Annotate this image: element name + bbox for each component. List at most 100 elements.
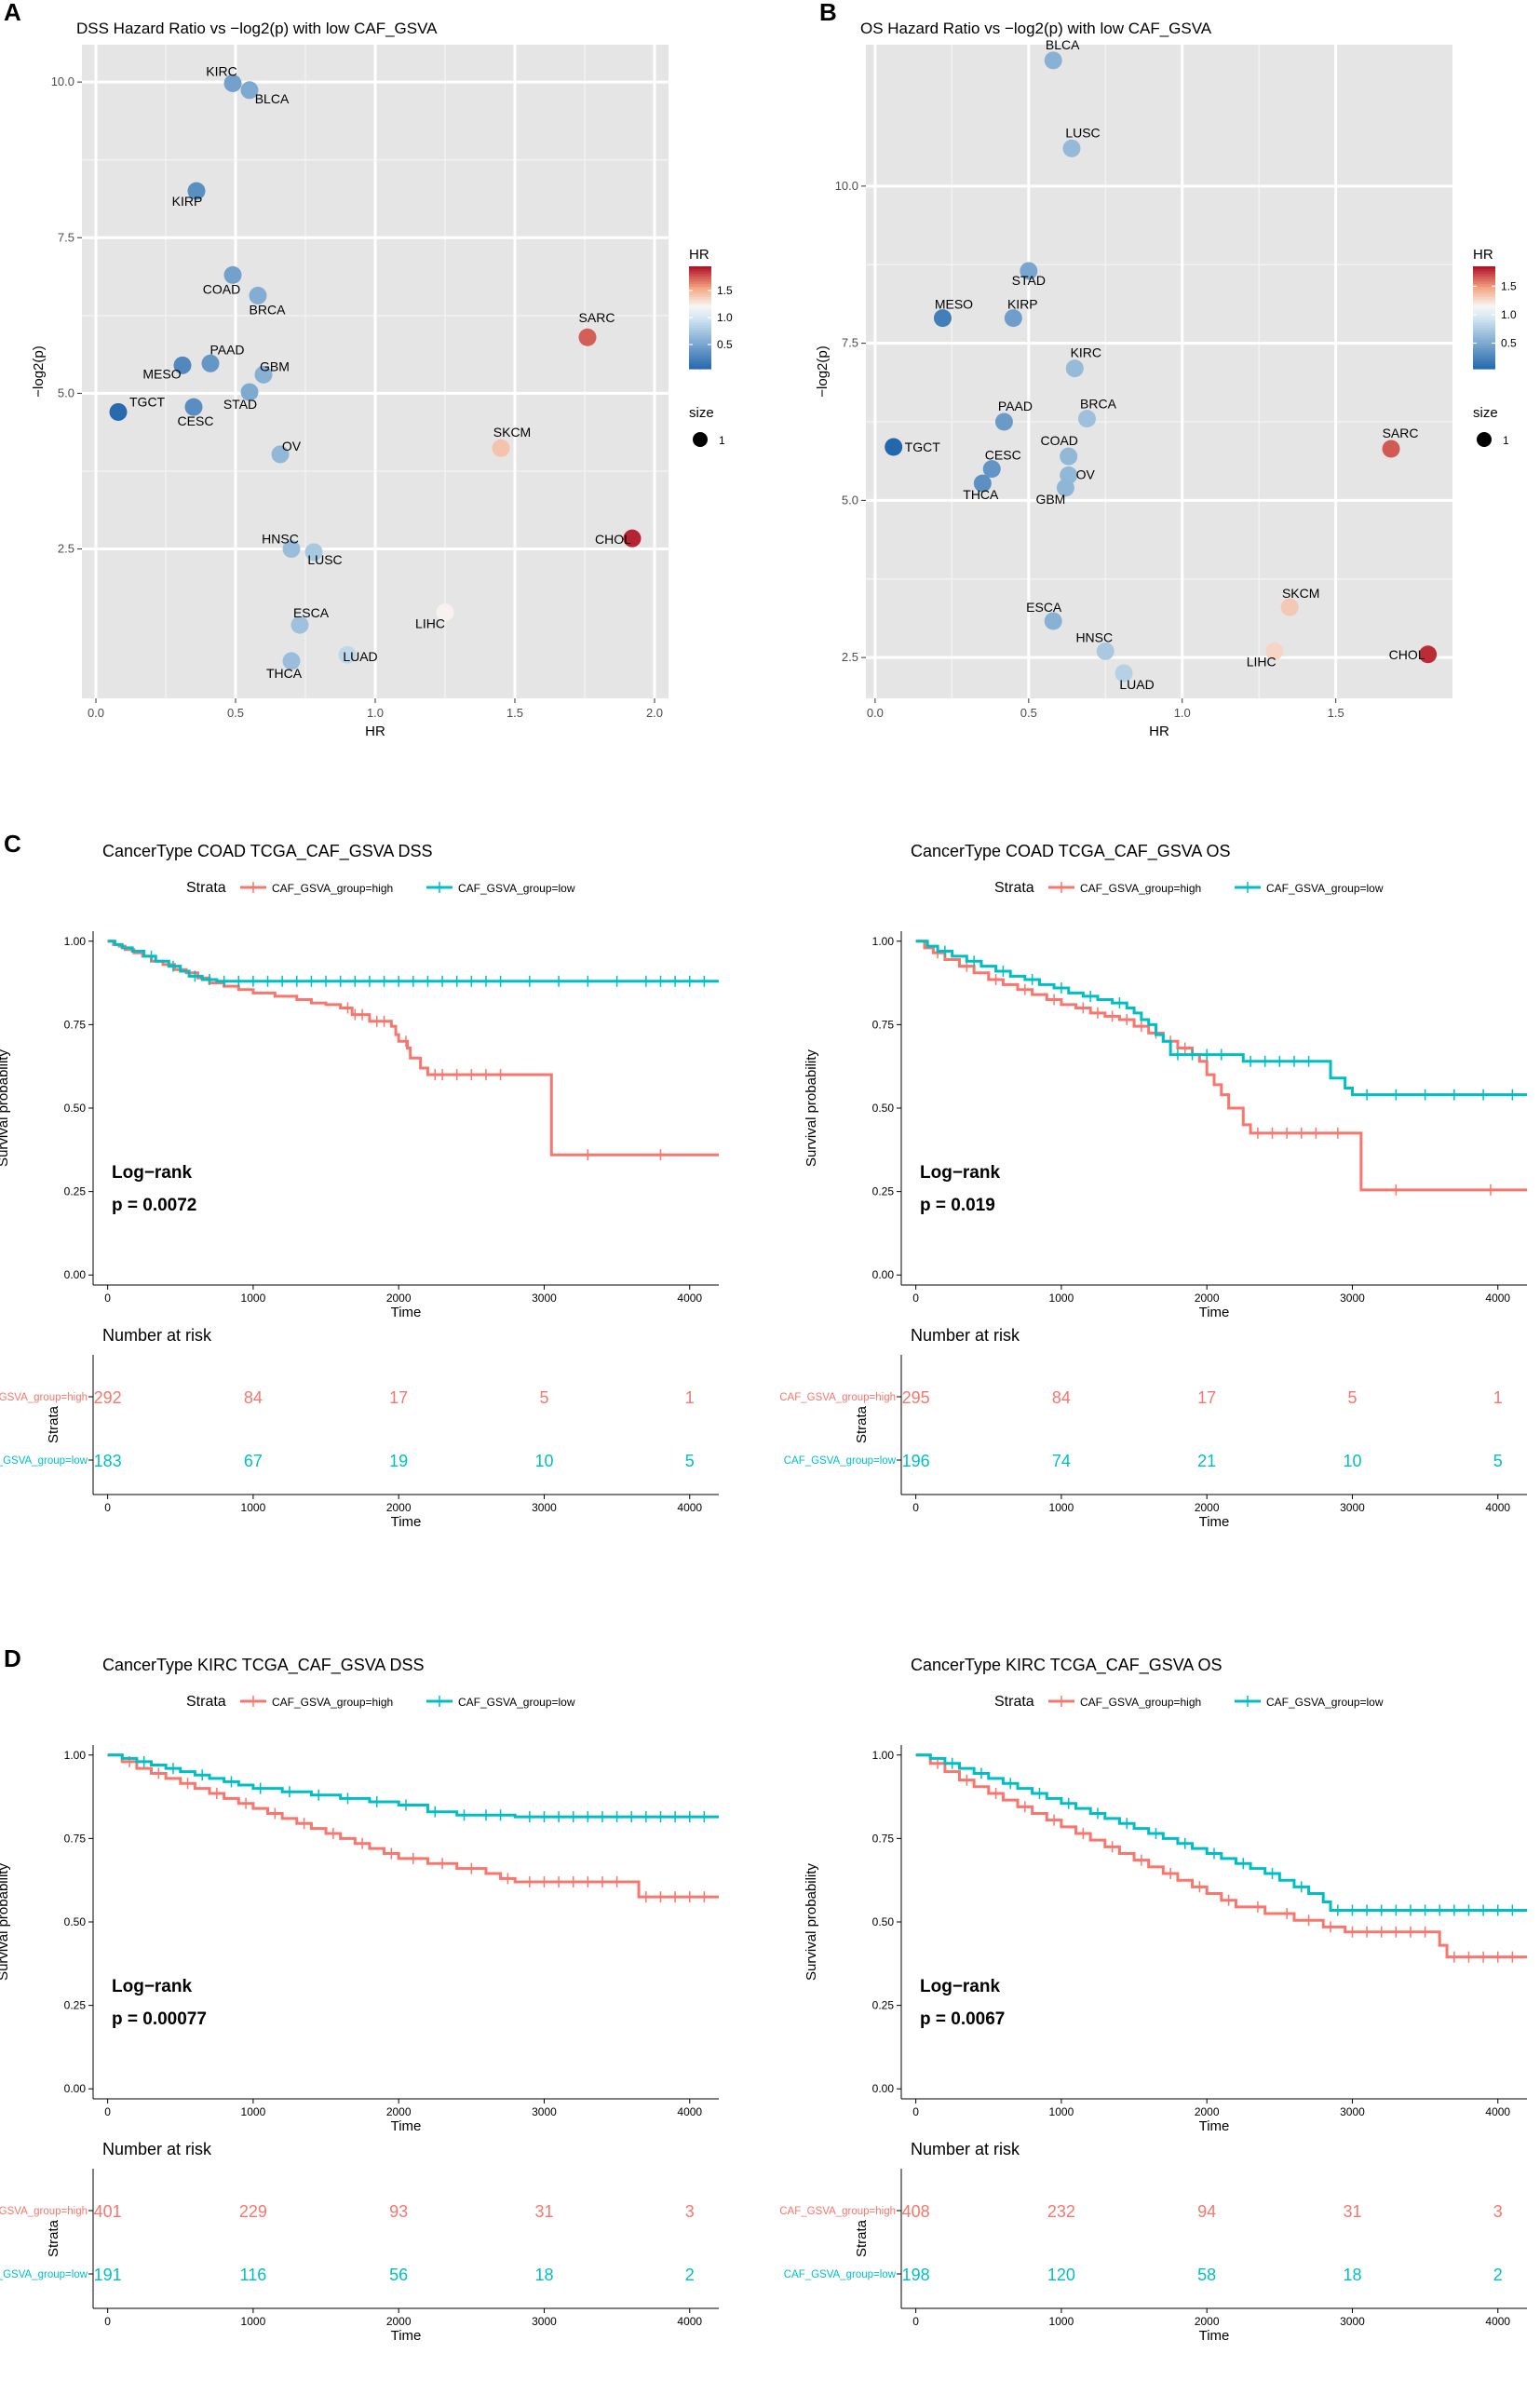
colorbar-segment xyxy=(1473,299,1495,304)
data-label-meso: MESO xyxy=(142,366,181,381)
data-label-chol: CHOL xyxy=(595,532,631,547)
panel-label-a: A xyxy=(4,0,21,26)
colorbar-segment xyxy=(689,338,711,342)
risk-count: 31 xyxy=(534,2202,553,2221)
colorbar-segment xyxy=(689,348,711,352)
data-label-cesc: CESC xyxy=(985,448,1021,463)
colorbar-segment xyxy=(689,360,711,365)
data-label-thca: THCA xyxy=(266,666,303,681)
data-point-gbm xyxy=(1056,479,1074,497)
km-curve-low xyxy=(107,940,719,983)
y-tick-label: 0.75 xyxy=(872,1832,895,1845)
risk-x-tick-label: 2000 xyxy=(1195,1501,1220,1514)
data-point-kirp xyxy=(187,182,206,200)
data-label-hnsc: HNSC xyxy=(262,532,299,547)
risk-count: 94 xyxy=(1197,2202,1216,2221)
y-tick-label: 0.00 xyxy=(64,1268,87,1281)
risk-x-tick-label: 0 xyxy=(104,2315,111,2328)
colorbar-tick-label: 0.5 xyxy=(717,338,733,351)
colorbar-segment xyxy=(689,356,711,359)
scatter-plot-os: OS Hazard Ratio vs −log2(p) with low CAF… xyxy=(815,20,1517,739)
risk-count: 2 xyxy=(1493,2266,1503,2284)
legend-strata-title: Strata xyxy=(994,880,1034,896)
legend-size-title: size xyxy=(689,405,714,421)
legend-label-high: CAF_GSVA_group=high xyxy=(1080,882,1201,895)
colorbar-segment xyxy=(1473,330,1495,334)
colorbar-tick-label: 1.0 xyxy=(1501,308,1517,321)
data-point-blca xyxy=(1044,51,1062,70)
data-point-meso xyxy=(173,356,192,374)
x-tick-label: 1.0 xyxy=(367,706,384,720)
data-label-tgct: TGCT xyxy=(129,394,166,409)
x-tick-label: 3000 xyxy=(1340,1292,1365,1305)
data-label-kirc: KIRC xyxy=(1071,345,1101,360)
x-axis-label: Time xyxy=(391,1305,422,1320)
data-point-blca xyxy=(240,81,259,100)
legend-size-title: size xyxy=(1473,405,1498,421)
colorbar-segment xyxy=(1473,315,1495,318)
colorbar-segment xyxy=(1473,345,1495,349)
x-tick-label: 0.5 xyxy=(1020,706,1037,720)
colorbar-segment xyxy=(689,294,711,298)
data-label-esca: ESCA xyxy=(293,605,330,620)
colorbar-segment xyxy=(689,359,711,362)
x-tick-label: 1.5 xyxy=(1328,706,1344,720)
y-axis-label: Survival probability xyxy=(0,1863,11,1981)
x-tick-label: 3000 xyxy=(1340,2105,1365,2118)
y-tick-label: 5.0 xyxy=(842,493,858,507)
risk-count: 93 xyxy=(389,2202,408,2221)
data-point-paad xyxy=(994,413,1013,431)
legend-label-low: CAF_GSVA_group=low xyxy=(1266,1696,1384,1709)
risk-x-axis-label: Time xyxy=(391,2328,422,2344)
colorbar-segment xyxy=(689,266,711,270)
colorbar-segment xyxy=(1473,277,1495,280)
risk-y-axis-label: Strata xyxy=(46,1405,61,1443)
x-axis-label: Time xyxy=(391,2118,422,2134)
chart-title: OS Hazard Ratio vs −log2(p) with low CAF… xyxy=(860,20,1212,37)
colorbar-segment xyxy=(1473,356,1495,359)
data-point-tgct xyxy=(885,438,903,456)
km-title: CancerType COAD TCGA_CAF_GSVA OS xyxy=(911,842,1230,861)
data-point-thca xyxy=(282,652,301,670)
y-tick-label: 7.5 xyxy=(842,336,858,350)
colorbar-segment xyxy=(689,345,711,349)
x-tick-label: 0.0 xyxy=(867,706,884,720)
colorbar-segment xyxy=(689,271,711,275)
y-tick-label: 0.25 xyxy=(64,1999,87,2012)
legend-strata-title: Strata xyxy=(994,1694,1034,1710)
logrank-label: Log−rank xyxy=(920,1977,1000,1996)
risk-row-label-high: CAF_GSVA_group=high xyxy=(779,1392,896,1403)
risk-count: 408 xyxy=(902,2202,930,2221)
risk-x-tick-label: 0 xyxy=(912,2315,919,2328)
risk-count: 1 xyxy=(1493,1388,1503,1407)
risk-x-tick-label: 2000 xyxy=(1195,2315,1220,2328)
data-point-lusc xyxy=(304,543,323,561)
x-tick-label: 2000 xyxy=(386,2105,412,2118)
y-tick-label: 1.00 xyxy=(872,1749,895,1762)
colorbar-segment xyxy=(1473,268,1495,273)
colorbar-segment xyxy=(689,291,711,295)
data-point-sarc xyxy=(578,328,597,346)
risk-count: 17 xyxy=(1197,1388,1216,1407)
x-tick-label: 1.5 xyxy=(507,706,523,720)
colorbar-segment xyxy=(1473,309,1495,314)
risk-count: 232 xyxy=(1047,2202,1075,2221)
x-tick-label: 0 xyxy=(104,2105,111,2118)
km-plot-kirc-dss: CancerType KIRC TCGA_CAF_GSVA DSS Strata C… xyxy=(0,1656,719,2344)
colorbar-segment xyxy=(1473,266,1495,270)
risk-count: 2 xyxy=(685,2266,695,2284)
data-point-lusc xyxy=(1062,139,1081,157)
chart-title: DSS Hazard Ratio vs −log2(p) with low CA… xyxy=(76,20,438,37)
colorbar-segment xyxy=(1473,284,1495,288)
data-label-skcm: SKCM xyxy=(493,425,531,440)
colorbar-tick-label: 1.0 xyxy=(717,311,733,324)
colorbar-segment xyxy=(1473,294,1495,298)
colorbar-tick-label: 1.5 xyxy=(717,284,733,297)
panel-label-b: B xyxy=(819,0,837,26)
y-tick-label: 0.75 xyxy=(872,1018,895,1031)
y-tick-label: 0.25 xyxy=(872,1999,895,2012)
y-tick-label: 5.0 xyxy=(58,386,74,399)
data-point-skcm xyxy=(492,439,510,457)
legend-hr-title: HR xyxy=(689,247,709,263)
y-tick-label: 0.75 xyxy=(64,1018,87,1031)
